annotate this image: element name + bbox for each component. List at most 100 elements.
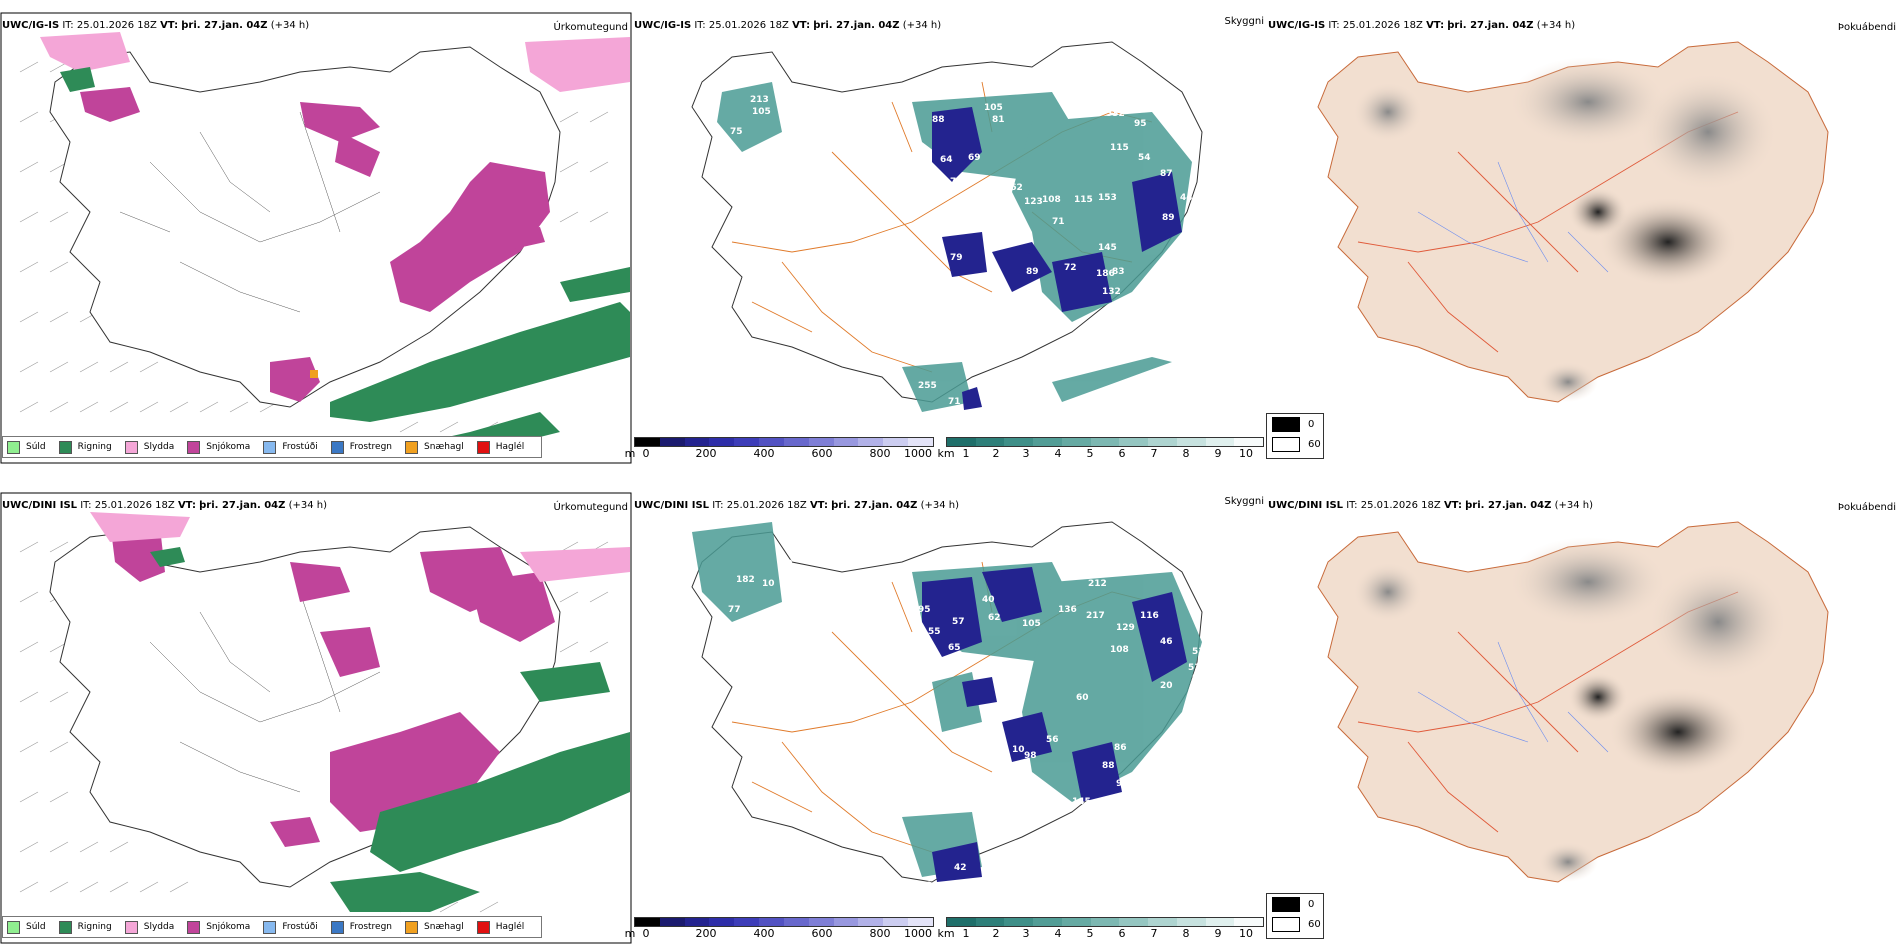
visibility-value-label: 46 — [1160, 637, 1173, 647]
it-label: IT: — [694, 20, 706, 31]
tick: km — [937, 927, 955, 940]
vt-value: þri. 27.jan. 04Z — [831, 500, 918, 511]
tick: 5 — [1086, 447, 1094, 460]
visibility-value-label: 88 — [1102, 761, 1115, 771]
tick: 4 — [1054, 447, 1062, 460]
vt-value: þri. 27.jan. 04Z — [199, 500, 286, 511]
elevation-ticks: m 0 200 400 600 800 1000 — [625, 927, 934, 940]
legend-item: Haglél — [476, 920, 524, 934]
it-label: IT: — [62, 20, 74, 31]
legend-item: Frostregn — [330, 440, 392, 454]
legend-item: Rigning — [58, 440, 112, 454]
visibility-value-label: 64 — [940, 155, 953, 165]
field-name-fog: Þokuábendi — [1837, 22, 1896, 33]
row2-fog-panel: UWC/DINI ISL IT: 25.01.2026 18Z VT: þri.… — [1268, 492, 1900, 944]
visibility-value-label: 63 — [1192, 673, 1205, 683]
precip-map-2 — [0, 492, 632, 944]
visibility-value-label: 65 — [948, 643, 961, 653]
visibility-value-label: 57 — [952, 617, 965, 627]
legend-item: Snæhagl — [405, 920, 464, 934]
tick: 7 — [1150, 927, 1158, 940]
lead-time: (+34 h) — [1554, 500, 1594, 511]
legend-item: Rigning — [58, 920, 112, 934]
tick: 9 — [1214, 927, 1222, 940]
fog-legend-1: 0 60 — [1266, 413, 1324, 459]
tick: 200 — [695, 927, 717, 940]
model-name: UWC/DINI ISL — [634, 500, 710, 511]
visibility-value-label: 44 — [1180, 193, 1193, 203]
visibility-value-label: 65 — [1090, 827, 1103, 837]
visibility-value-label: 108 — [1042, 195, 1061, 205]
visibility-header-1: UWC/IG-IS IT: 25.01.2026 18Z VT: þri. 27… — [634, 18, 1268, 34]
it-label: IT: — [1346, 500, 1358, 511]
visibility-value-label: 51 — [1188, 663, 1201, 673]
tick: 4 — [1054, 927, 1062, 940]
vt-label: VT: — [809, 500, 828, 511]
lead-time: (+34 h) — [902, 20, 942, 31]
fog-map-1 — [1317, 41, 1829, 403]
field-name-visibility: Skyggni — [1224, 496, 1264, 507]
visibility-value-label: 116 — [1140, 611, 1159, 621]
visibility-value-label: 87 — [1160, 169, 1173, 179]
visibility-value-label: 182 — [736, 575, 755, 585]
legend-item: Snjókoma — [187, 440, 250, 454]
visibility-value-label: 186 — [1096, 269, 1115, 279]
visibility-value-label: 136 — [1058, 605, 1077, 615]
lead-time: (+34 h) — [288, 500, 328, 511]
tick: 600 — [811, 927, 833, 940]
tick: 200 — [695, 447, 717, 460]
visibility-value-label: 115 — [1074, 195, 1093, 205]
it-label: IT: — [1328, 20, 1340, 31]
visibility-value-label: 98 — [1024, 751, 1037, 761]
visibility-labels: 70 182 10 77 95 55 57 40 65 62 72 105 136 212 217 116 12… — [728, 559, 1211, 891]
lead-time: (+34 h) — [1536, 20, 1576, 31]
visibility-colorbar-2: km 1 2 3 4 5 6 7 8 9 10 — [937, 917, 1264, 940]
legend-item: Súld — [7, 440, 46, 454]
visibility-value-label: 56 — [1046, 735, 1059, 745]
visibility-value-label: 105 — [984, 103, 1003, 113]
field-name-precip: Úrkomutegund — [553, 502, 628, 513]
tick: m — [624, 447, 636, 460]
visibility-value-label: 71 — [1052, 217, 1065, 227]
visibility-value-label: 95 — [1134, 119, 1147, 129]
fog-header-1: UWC/IG-IS IT: 25.01.2026 18Z VT: þri. 27… — [1268, 18, 1900, 34]
tick: 10 — [1239, 927, 1253, 940]
visibility-value-label: 77 — [728, 605, 741, 615]
it-value: 25.01.2026 18Z — [94, 500, 175, 511]
legend-item: Frostúði — [263, 920, 318, 934]
visibility-value-label: 62 — [988, 613, 1001, 623]
visibility-value-label: 73 — [950, 177, 963, 187]
tick: 5 — [1086, 927, 1094, 940]
legend-item: Slydda — [124, 440, 174, 454]
vt-label: VT: — [1426, 20, 1445, 31]
visibility-value-label: 55 — [928, 627, 941, 637]
visibility-value-label: 70 — [780, 559, 793, 569]
vt-label: VT: — [177, 500, 196, 511]
row1-visibility-panel: 213 105 75 88 81 105 64 69 73 162 123 138 532 95 115 54… — [632, 12, 1268, 464]
it-label: IT: — [80, 500, 92, 511]
visibility-value-label: 532 — [1106, 109, 1125, 119]
fog-legend-item: 60 — [1267, 434, 1323, 454]
visibility-value-label: 145 — [1072, 797, 1091, 807]
fog-legend-item: 0 — [1267, 894, 1323, 914]
visibility-value-label: 138 — [1080, 105, 1099, 115]
visibility-bar — [946, 917, 1264, 927]
it-value: 25.01.2026 18Z — [726, 500, 807, 511]
tick: 8 — [1182, 927, 1190, 940]
vt-value: þri. 27.jan. 04Z — [1465, 500, 1552, 511]
tick: 3 — [1022, 447, 1030, 460]
fog-header-2: UWC/DINI ISL IT: 25.01.2026 18Z VT: þri.… — [1268, 498, 1900, 514]
vt-label: VT: — [792, 20, 811, 31]
tick: 6 — [1118, 447, 1126, 460]
elevation-bar — [634, 437, 934, 447]
tick: 0 — [642, 447, 650, 460]
it-label: IT: — [712, 500, 724, 511]
visibility-value-label: 88 — [932, 115, 945, 125]
visibility-value-label: 72 — [1064, 263, 1077, 273]
it-value: 25.01.2026 18Z — [1360, 500, 1441, 511]
visibility-value-label: 83 — [1112, 267, 1125, 277]
model-name: UWC/DINI ISL — [2, 500, 78, 511]
visibility-value-label: 40 — [982, 595, 995, 605]
tick: 7 — [1150, 447, 1158, 460]
